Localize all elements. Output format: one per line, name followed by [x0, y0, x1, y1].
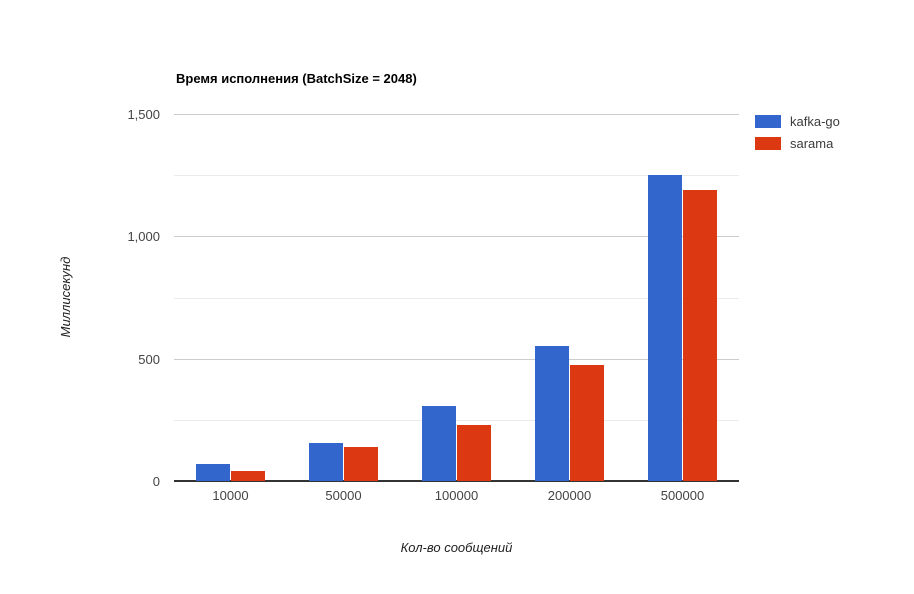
major-gridline-500: [174, 358, 739, 360]
y-tick-label-0: 0: [152, 474, 160, 489]
bar-kafka-go-500000[interactable]: [647, 175, 682, 481]
bar-kafka-go-200000[interactable]: [534, 346, 569, 481]
y-tick-label-1000: 1,000: [127, 229, 160, 245]
minor-gridline-250: [174, 419, 739, 421]
bar-kafka-go-10000[interactable]: [195, 463, 230, 481]
y-tick-label-1500: 1,500: [127, 107, 160, 122]
minor-gridline-1250: [174, 175, 739, 177]
bar-kafka-go-50000[interactable]: [308, 443, 343, 481]
y-axis-title: Миллисекунд: [58, 256, 73, 338]
bar-sarama-100000[interactable]: [456, 424, 491, 481]
x-tick-label-10000: 10000: [212, 488, 249, 503]
x-axis-baseline: [174, 480, 739, 482]
x-tick-label-500000: 500000: [660, 488, 705, 503]
x-tick-label-200000: 200000: [547, 488, 592, 503]
bar-sarama-200000[interactable]: [569, 364, 604, 481]
legend-label-kafka-go: kafka-go: [790, 113, 840, 129]
major-gridline-1000: [174, 236, 739, 238]
legend-swatch-sarama: [755, 136, 781, 150]
x-tick-label-100000: 100000: [434, 488, 479, 503]
x-tick-label-50000: 50000: [325, 488, 362, 503]
bar-sarama-50000[interactable]: [343, 446, 378, 481]
legend-swatch-kafka-go: [755, 114, 781, 128]
major-gridline-1500: [174, 114, 739, 115]
legend-item-sarama: sarama: [755, 135, 833, 151]
chart-title: Время исполнения (BatchSize = 2048): [176, 71, 417, 86]
bar-sarama-10000[interactable]: [230, 471, 265, 481]
minor-gridline-750: [174, 297, 739, 299]
bar-sarama-500000[interactable]: [682, 189, 717, 481]
plot-area: [174, 114, 739, 482]
legend-item-kafka-go: kafka-go: [755, 113, 840, 129]
legend-label-sarama: sarama: [790, 135, 834, 151]
y-tick-label-500: 500: [138, 351, 160, 367]
bar-kafka-go-100000[interactable]: [421, 406, 456, 481]
x-axis-title: Кол-во сообщений: [400, 540, 513, 555]
